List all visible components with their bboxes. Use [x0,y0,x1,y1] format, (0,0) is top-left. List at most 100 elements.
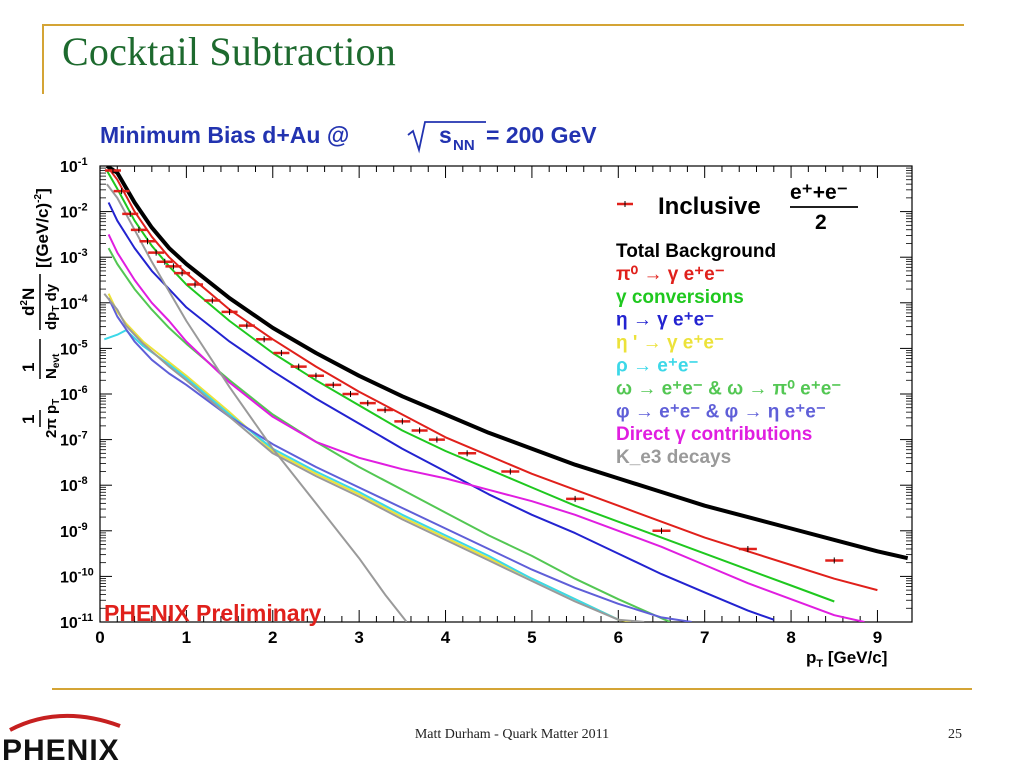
x-tick-label: 4 [441,628,451,647]
x-tick-label: 2 [268,628,277,647]
data-point [187,281,204,288]
legend-entry-label: ω → e⁺e⁻ & ω → π⁰ e⁺e⁻ [616,378,841,399]
data-point [204,297,221,304]
page-number: 25 [948,727,962,742]
data-point [139,238,156,245]
x-tick-labels: 0 1 2 3 4 5 6 7 8 9 [95,628,882,647]
chart-title-tail: = 200 GeV [486,122,597,148]
series-line-direct-contributions [107,233,865,622]
legend-entry-label: γ conversions [616,287,744,308]
data-point [290,363,307,370]
data-point [325,381,342,388]
title-frame-top-line [42,24,964,26]
logo-red-arc [9,713,121,732]
data-point [113,188,130,195]
data-points-layer [104,167,844,564]
series-line-e-e [107,202,775,621]
data-point [652,527,671,534]
y-tick-label: 10-8 [60,475,88,495]
series-line-e-e-e-e [107,297,692,622]
sqrt-symbol [407,121,486,154]
legend-entry-label: φ → e⁺e⁻ & φ → η e⁺e⁻ [616,401,826,422]
y-axis-label: 1 2π pT 1 Nevt d2N dpT dy [(GeV/c)-2] [19,188,62,438]
x-tick-label: 5 [527,628,536,647]
title-frame-left-line [42,24,44,94]
data-point [394,418,411,425]
series-layer [103,166,909,622]
data-point [148,249,165,256]
y-tick-label: 10-3 [60,247,88,267]
axis-ticks [99,165,912,623]
legend-inclusive-denominator: 2 [815,211,827,234]
y-tick-label: 10-4 [60,293,88,313]
series-line-e-e [106,166,878,592]
series-line-k-e3-decays [106,183,408,622]
x-tick-label: 3 [354,628,363,647]
svg-text:Nevt: Nevt [43,353,62,379]
data-point [122,210,139,217]
slide-title: Cocktail Subtraction [62,29,396,74]
data-point [458,450,477,457]
y-tick-label: 10-11 [60,612,93,632]
data-point [174,270,191,277]
legend-entry-label: η ' → γ e⁺e⁻ [616,333,724,354]
chart-title-s: s [439,122,452,148]
data-point [428,436,445,443]
data-point [825,557,844,564]
svg-text:1: 1 [19,363,38,372]
data-point [165,263,182,270]
x-tick-label: 8 [786,628,795,647]
legend-entry-label: π⁰ → γ e⁺e⁻ [616,264,725,285]
data-point [307,372,324,379]
y-tick-label: 10-7 [60,430,88,450]
legend-entry-label: K_e3 decays [616,447,731,468]
legend-entry-label: Direct γ contributions [616,424,812,445]
data-point [738,546,757,553]
data-point [273,349,290,356]
footer-text: Matt Durham - Quark Matter 2011 [414,727,610,742]
x-tick-label: 7 [700,628,709,647]
data-point [238,322,255,329]
data-point [342,391,359,397]
y-tick-label: 10-9 [60,521,88,541]
phenix-preliminary-annotation: PHENIX Preliminary [104,600,322,626]
y-tick-labels: 10-1 10-2 10-3 10-4 10-5 10-6 10-7 10-8 10-9 10-1… [60,156,94,632]
svg-text:1: 1 [19,415,38,424]
svg-text:[(GeV/c)-2]: [(GeV/c)-2] [33,188,52,268]
x-tick-label: 9 [873,628,882,647]
data-point [411,427,428,434]
data-point [359,400,376,407]
svg-text:d2N: d2N [19,288,38,316]
chart-title: Minimum Bias d+Au @ [100,122,349,148]
legend-entry-label: η → γ e⁺e⁻ [616,310,714,331]
data-point [377,406,394,413]
legend-inclusive-numerator: e⁺+e⁻ [790,181,848,204]
data-point [566,495,585,502]
x-tick-label: 6 [614,628,623,647]
legend-entry-label: Total Background [616,241,776,262]
data-point [221,308,238,315]
y-tick-label: 10-10 [60,566,94,586]
legend-entry-label: ρ → e⁺e⁻ [616,356,699,377]
y-tick-label: 10-5 [60,338,88,358]
x-tick-label: 0 [95,628,104,647]
data-point [256,336,273,343]
chart: Minimum Bias d+Au @ s NN = 200 GeV 10-11… [19,121,913,670]
series-line-e-e [103,329,619,621]
data-point [104,167,121,174]
svg-text:dpT dy: dpT dy [43,283,62,330]
y-tick-label: 10-1 [60,156,88,176]
footer-divider-line [52,688,972,690]
series-line-k-e3-decays [103,293,645,622]
legend-inclusive-label: Inclusive [658,193,761,220]
svg-text:2π pT: 2π pT [43,399,62,438]
series-line-total-background [105,166,909,561]
logo-text: PHENIX [2,734,120,767]
data-point [130,226,147,233]
data-point [501,468,520,475]
phenix-logo: PHENIX [2,713,121,767]
data-point [156,258,173,265]
x-tick-label: 1 [182,628,191,647]
